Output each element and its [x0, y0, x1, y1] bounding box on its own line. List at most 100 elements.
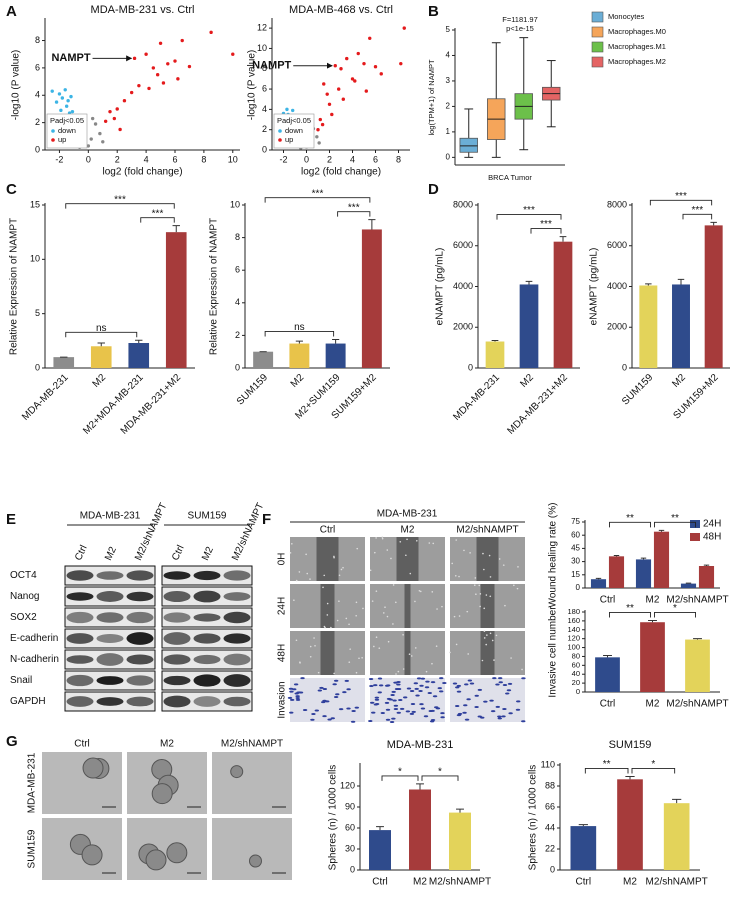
y-tick-label: 0: [350, 864, 355, 874]
cell-speck: [375, 590, 378, 592]
data-point: [118, 127, 122, 132]
error-bar: [456, 808, 464, 813]
invaded-cell: [296, 691, 301, 694]
cell-speck: [309, 578, 311, 580]
significance-bracket: [682, 213, 713, 220]
y-tick-label: 120: [340, 780, 355, 790]
significance-bracket: [609, 521, 651, 528]
y-axis-label: Spheres (n) / 1000 cells: [528, 765, 539, 871]
y-tick-label: 80: [572, 651, 580, 660]
legend-marker: [591, 26, 604, 38]
y-tick-label: 110: [541, 759, 555, 769]
invaded-cell: [414, 687, 419, 690]
cell-speck: [299, 661, 301, 663]
y-tick-label: 2000: [607, 322, 627, 332]
invaded-cell: [393, 704, 399, 707]
cell-speck: [478, 584, 481, 587]
cell-speck: [386, 615, 389, 618]
y-tick-label: 60: [571, 530, 580, 539]
cell-speck: [504, 604, 506, 607]
cell-speck: [502, 564, 505, 566]
significance-bracket: [140, 217, 175, 223]
bar: [409, 789, 431, 870]
cell-speck: [408, 653, 411, 655]
invaded-cell: [390, 693, 395, 696]
significance-bracket: [421, 775, 459, 781]
error-bar: [685, 582, 692, 584]
cell-speck: [455, 539, 458, 541]
blot-band: [66, 655, 94, 664]
row-label: 24H: [277, 597, 288, 615]
significance-label: **: [626, 603, 634, 614]
invaded-cell: [425, 680, 430, 683]
data-point: [337, 87, 341, 91]
y-tick-label: 88: [545, 780, 555, 790]
x-tick-label: 2: [327, 154, 332, 164]
blot-band: [96, 653, 124, 666]
data-point: [187, 64, 192, 69]
annotation: F=1181.97: [502, 15, 538, 24]
cell-speck: [414, 600, 416, 603]
cell-speck: [436, 608, 438, 610]
y-tick-label: 2000: [453, 322, 473, 332]
data-point: [325, 92, 329, 96]
cell-speck: [432, 542, 435, 545]
cell-speck: [466, 610, 469, 613]
y-tick-label: 6000: [607, 240, 627, 250]
y-tick-label: 10: [257, 43, 267, 53]
image-group-label: MDA-MB-231: [377, 509, 438, 520]
y-tick-label: 6: [35, 62, 40, 72]
sphere: [151, 783, 173, 805]
cell-speck: [449, 651, 451, 654]
invaded-cell: [378, 684, 384, 687]
cell-speck: [345, 617, 348, 620]
error-bar: [135, 339, 143, 344]
invaded-cell: [427, 692, 432, 695]
bar: [165, 232, 187, 368]
invaded-cell: [452, 682, 458, 685]
data-point: [86, 144, 91, 148]
cell-speck: [395, 673, 397, 675]
bar: [590, 579, 607, 588]
x-axis-label: log2 (fold change): [301, 167, 381, 178]
y-tick-label: 5: [446, 25, 451, 34]
x-tick-label: M2: [623, 877, 637, 888]
cell-speck: [481, 659, 484, 662]
blot-band: [163, 590, 191, 603]
blot-band: [193, 570, 221, 581]
y-tick-label: 15: [571, 570, 580, 579]
invaded-cell: [398, 699, 403, 702]
data-point: [69, 94, 73, 99]
cell-speck: [293, 599, 295, 602]
data-point: [70, 109, 75, 114]
column-label: M2/shNAMPT: [456, 525, 518, 536]
data-point: [402, 26, 406, 30]
cell-speck: [517, 566, 519, 568]
cell-speck: [392, 584, 395, 586]
blot-band: [223, 611, 251, 624]
data-point: [132, 56, 137, 61]
bar: [672, 284, 690, 368]
invaded-cell: [430, 681, 436, 684]
bar: [485, 341, 505, 368]
invaded-cell: [350, 720, 356, 723]
blot-band: [66, 674, 94, 687]
cell-speck: [333, 556, 335, 559]
significance-label: ns: [294, 322, 305, 333]
y-axis-label: Relative Expression of NAMPT: [209, 218, 220, 355]
data-point: [330, 112, 334, 117]
cell-speck: [330, 626, 332, 629]
data-point: [231, 52, 235, 56]
invaded-cell: [415, 694, 420, 697]
invaded-cell: [466, 698, 471, 701]
cell-speck: [392, 623, 394, 625]
invaded-cell: [289, 711, 294, 714]
y-tick-label: 2: [446, 102, 451, 111]
x-tick-label: 0: [304, 154, 309, 164]
cell-speck: [419, 590, 422, 593]
x-tick-label: M2: [413, 877, 427, 888]
data-point: [373, 65, 378, 69]
invaded-cell: [464, 718, 470, 721]
cell-speck: [333, 555, 335, 558]
micrograph: [212, 818, 292, 880]
